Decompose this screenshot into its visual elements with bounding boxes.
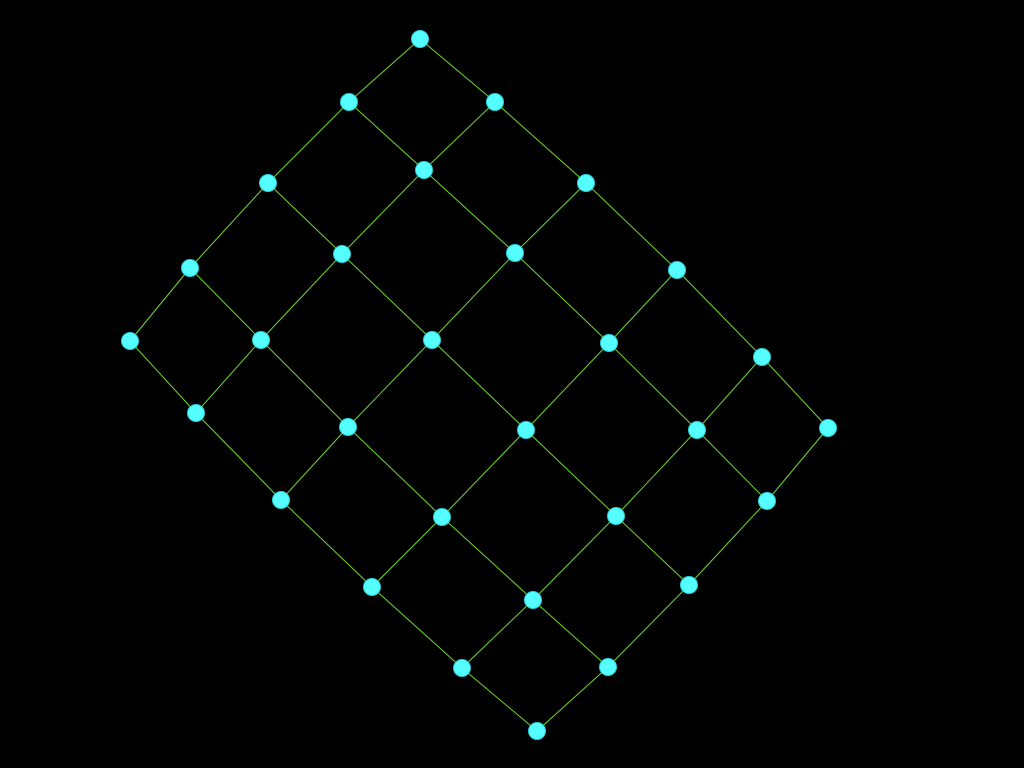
edge bbox=[195, 339, 262, 414]
edge bbox=[696, 429, 768, 502]
graph-node[interactable] bbox=[668, 261, 686, 279]
graph-node[interactable] bbox=[340, 93, 358, 111]
edge bbox=[608, 342, 698, 431]
edge bbox=[419, 38, 496, 103]
graph-node[interactable] bbox=[272, 491, 290, 509]
graph-node[interactable] bbox=[758, 492, 776, 510]
edge bbox=[525, 429, 617, 517]
graph-node[interactable] bbox=[187, 404, 205, 422]
graph-node[interactable] bbox=[688, 421, 706, 439]
graph-node[interactable] bbox=[415, 161, 433, 179]
edge bbox=[423, 169, 516, 254]
edge bbox=[461, 667, 538, 732]
graph-node[interactable] bbox=[433, 508, 451, 526]
edge bbox=[260, 339, 349, 428]
graph-node[interactable] bbox=[607, 507, 625, 525]
edge bbox=[461, 599, 534, 669]
edge bbox=[267, 182, 343, 255]
edge bbox=[514, 182, 587, 254]
graph-node[interactable] bbox=[524, 591, 542, 609]
edge bbox=[441, 516, 534, 601]
edge bbox=[615, 515, 690, 586]
edge bbox=[615, 429, 698, 517]
edge bbox=[423, 101, 496, 171]
edge bbox=[267, 101, 350, 184]
edge bbox=[260, 253, 343, 341]
edge bbox=[347, 339, 433, 428]
graph-node[interactable] bbox=[577, 174, 595, 192]
graph-node[interactable] bbox=[423, 331, 441, 349]
edge bbox=[347, 426, 443, 518]
edge bbox=[441, 429, 527, 518]
edge bbox=[608, 269, 678, 344]
graph-node[interactable] bbox=[600, 334, 618, 352]
edge bbox=[532, 515, 617, 601]
edge bbox=[280, 499, 373, 588]
edge bbox=[676, 269, 763, 358]
edge bbox=[195, 412, 282, 501]
graph-node[interactable] bbox=[453, 659, 471, 677]
node-layer bbox=[121, 30, 837, 740]
graph-node[interactable] bbox=[252, 331, 270, 349]
edge bbox=[607, 584, 690, 668]
edge bbox=[536, 666, 609, 732]
graph-node[interactable] bbox=[339, 418, 357, 436]
edge bbox=[371, 516, 443, 588]
edge bbox=[341, 253, 433, 341]
graph-node[interactable] bbox=[506, 244, 524, 262]
graph-node[interactable] bbox=[259, 174, 277, 192]
edge bbox=[525, 342, 610, 431]
edge bbox=[129, 267, 191, 342]
graph-node[interactable] bbox=[517, 421, 535, 439]
edge bbox=[514, 252, 610, 344]
edge bbox=[189, 182, 269, 269]
graph-node[interactable] bbox=[819, 419, 837, 437]
edge bbox=[766, 427, 829, 502]
graph-node[interactable] bbox=[486, 93, 504, 111]
edge bbox=[348, 101, 425, 171]
graph-node[interactable] bbox=[599, 658, 617, 676]
graph-node[interactable] bbox=[121, 332, 139, 350]
graph-node[interactable] bbox=[333, 245, 351, 263]
graph-node[interactable] bbox=[680, 576, 698, 594]
edge bbox=[189, 267, 262, 341]
edge bbox=[696, 356, 763, 431]
graph-node[interactable] bbox=[528, 722, 546, 740]
graph-node[interactable] bbox=[363, 578, 381, 596]
graph-node[interactable] bbox=[753, 348, 771, 366]
edge bbox=[585, 182, 678, 271]
edge bbox=[348, 38, 421, 103]
graph-node[interactable] bbox=[411, 30, 429, 48]
edge bbox=[371, 586, 463, 669]
edge bbox=[761, 356, 829, 429]
edge bbox=[129, 340, 197, 414]
edge bbox=[532, 599, 609, 668]
graph-node[interactable] bbox=[181, 259, 199, 277]
edge bbox=[431, 339, 527, 431]
edge bbox=[431, 252, 516, 341]
edge bbox=[688, 500, 768, 586]
edge bbox=[494, 101, 587, 184]
edge bbox=[341, 169, 425, 255]
edge-layer bbox=[129, 38, 829, 732]
edge bbox=[280, 426, 349, 501]
